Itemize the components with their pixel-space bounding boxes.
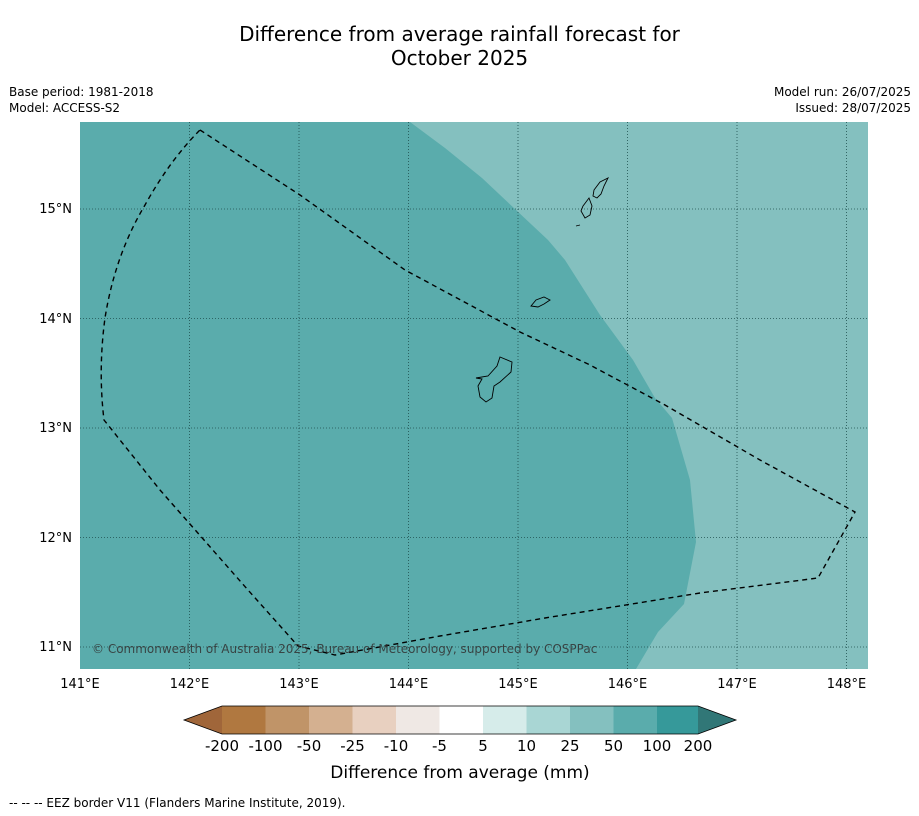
lon-label: 145°E (498, 677, 538, 692)
lon-label: 142°E (170, 677, 210, 692)
colorbar-tick: 25 (560, 737, 579, 755)
island-guam (475, 356, 513, 403)
model-run: Model run: 26/07/2025 (773, 85, 911, 99)
lon-label: 148°E (827, 677, 867, 692)
base-period: Base period: 1981-2018 (9, 85, 154, 99)
colorbar-tick: 50 (604, 737, 623, 755)
island-rota (530, 296, 551, 308)
lat-label: 11°N (39, 640, 72, 655)
island-saipan (592, 176, 610, 199)
lat-label: 12°N (39, 531, 72, 546)
colorbar-tick: -25 (340, 737, 365, 755)
colorbar-bin (265, 706, 309, 734)
colorbar-high-extension (698, 706, 736, 734)
colorbar-tick: 5 (478, 737, 488, 755)
longitude-labels: 141°E 142°E 143°E 144°E 145°E 146°E 147°… (60, 677, 866, 692)
map-panel: © Commonwealth of Australia 2025, Bureau… (80, 122, 868, 669)
lat-label: 13°N (39, 421, 72, 436)
colorbar-low-extension (184, 706, 222, 734)
title-line-2: October 2025 (390, 46, 529, 70)
colorbar-tick: 200 (684, 737, 713, 755)
colorbar-bin (396, 706, 440, 734)
latitude-labels: 15°N 14°N 13°N 12°N 11°N (39, 202, 72, 655)
lon-label: 147°E (717, 677, 757, 692)
colorbar-bin (483, 706, 527, 734)
map-title: Difference from average rainfall forecas… (0, 22, 919, 70)
meta-right: Model run: 26/07/2025 Issued: 28/07/2025 (774, 84, 911, 116)
model-name: Model: ACCESS-S2 (9, 101, 121, 115)
lon-label: 144°E (389, 677, 429, 692)
title-line-1: Difference from average rainfall forecas… (239, 22, 680, 46)
colorbar: -200 -100 -50 -25 -10 -5 5 10 25 50 100 … (182, 705, 738, 783)
colorbar-bin (526, 706, 570, 734)
colorbar-bin (222, 706, 266, 734)
colorbar-tick: -10 (384, 737, 409, 755)
colorbar-outline (182, 705, 738, 735)
eez-border (100, 129, 856, 656)
colorbar-bin (657, 706, 698, 734)
colorbar-tick: -200 (205, 737, 239, 755)
lon-label: 143°E (279, 677, 319, 692)
colorbar-bin (613, 706, 657, 734)
meta-left: Base period: 1981-2018 Model: ACCESS-S2 (9, 84, 154, 116)
lon-label: 141°E (60, 677, 100, 692)
lon-label: 146°E (608, 677, 648, 692)
colorbar-tick: -100 (248, 737, 282, 755)
colorbar-bin (439, 706, 483, 734)
colorbar-tick: -50 (297, 737, 322, 755)
island-aguijan (575, 224, 581, 227)
colorbar-bin (570, 706, 614, 734)
east-forecast-zone (410, 122, 868, 669)
colorbar-tick: -5 (432, 737, 447, 755)
colorbar-tick: 100 (643, 737, 672, 755)
island-tinian (580, 197, 593, 219)
issued-date: Issued: 28/07/2025 (795, 101, 911, 115)
lat-label: 14°N (39, 312, 72, 327)
gridlines (80, 122, 868, 669)
eez-footnote: -- -- -- EEZ border V11 (Flanders Marine… (9, 796, 346, 810)
islands (475, 176, 610, 403)
colorbar-bin (309, 706, 353, 734)
lat-label: 15°N (39, 202, 72, 217)
colorbar-bin (352, 706, 396, 734)
colorbar-label: Difference from average (mm) (330, 763, 589, 783)
copyright-credit: © Commonwealth of Australia 2025, Bureau… (92, 642, 597, 656)
colorbar-tick: 10 (517, 737, 536, 755)
